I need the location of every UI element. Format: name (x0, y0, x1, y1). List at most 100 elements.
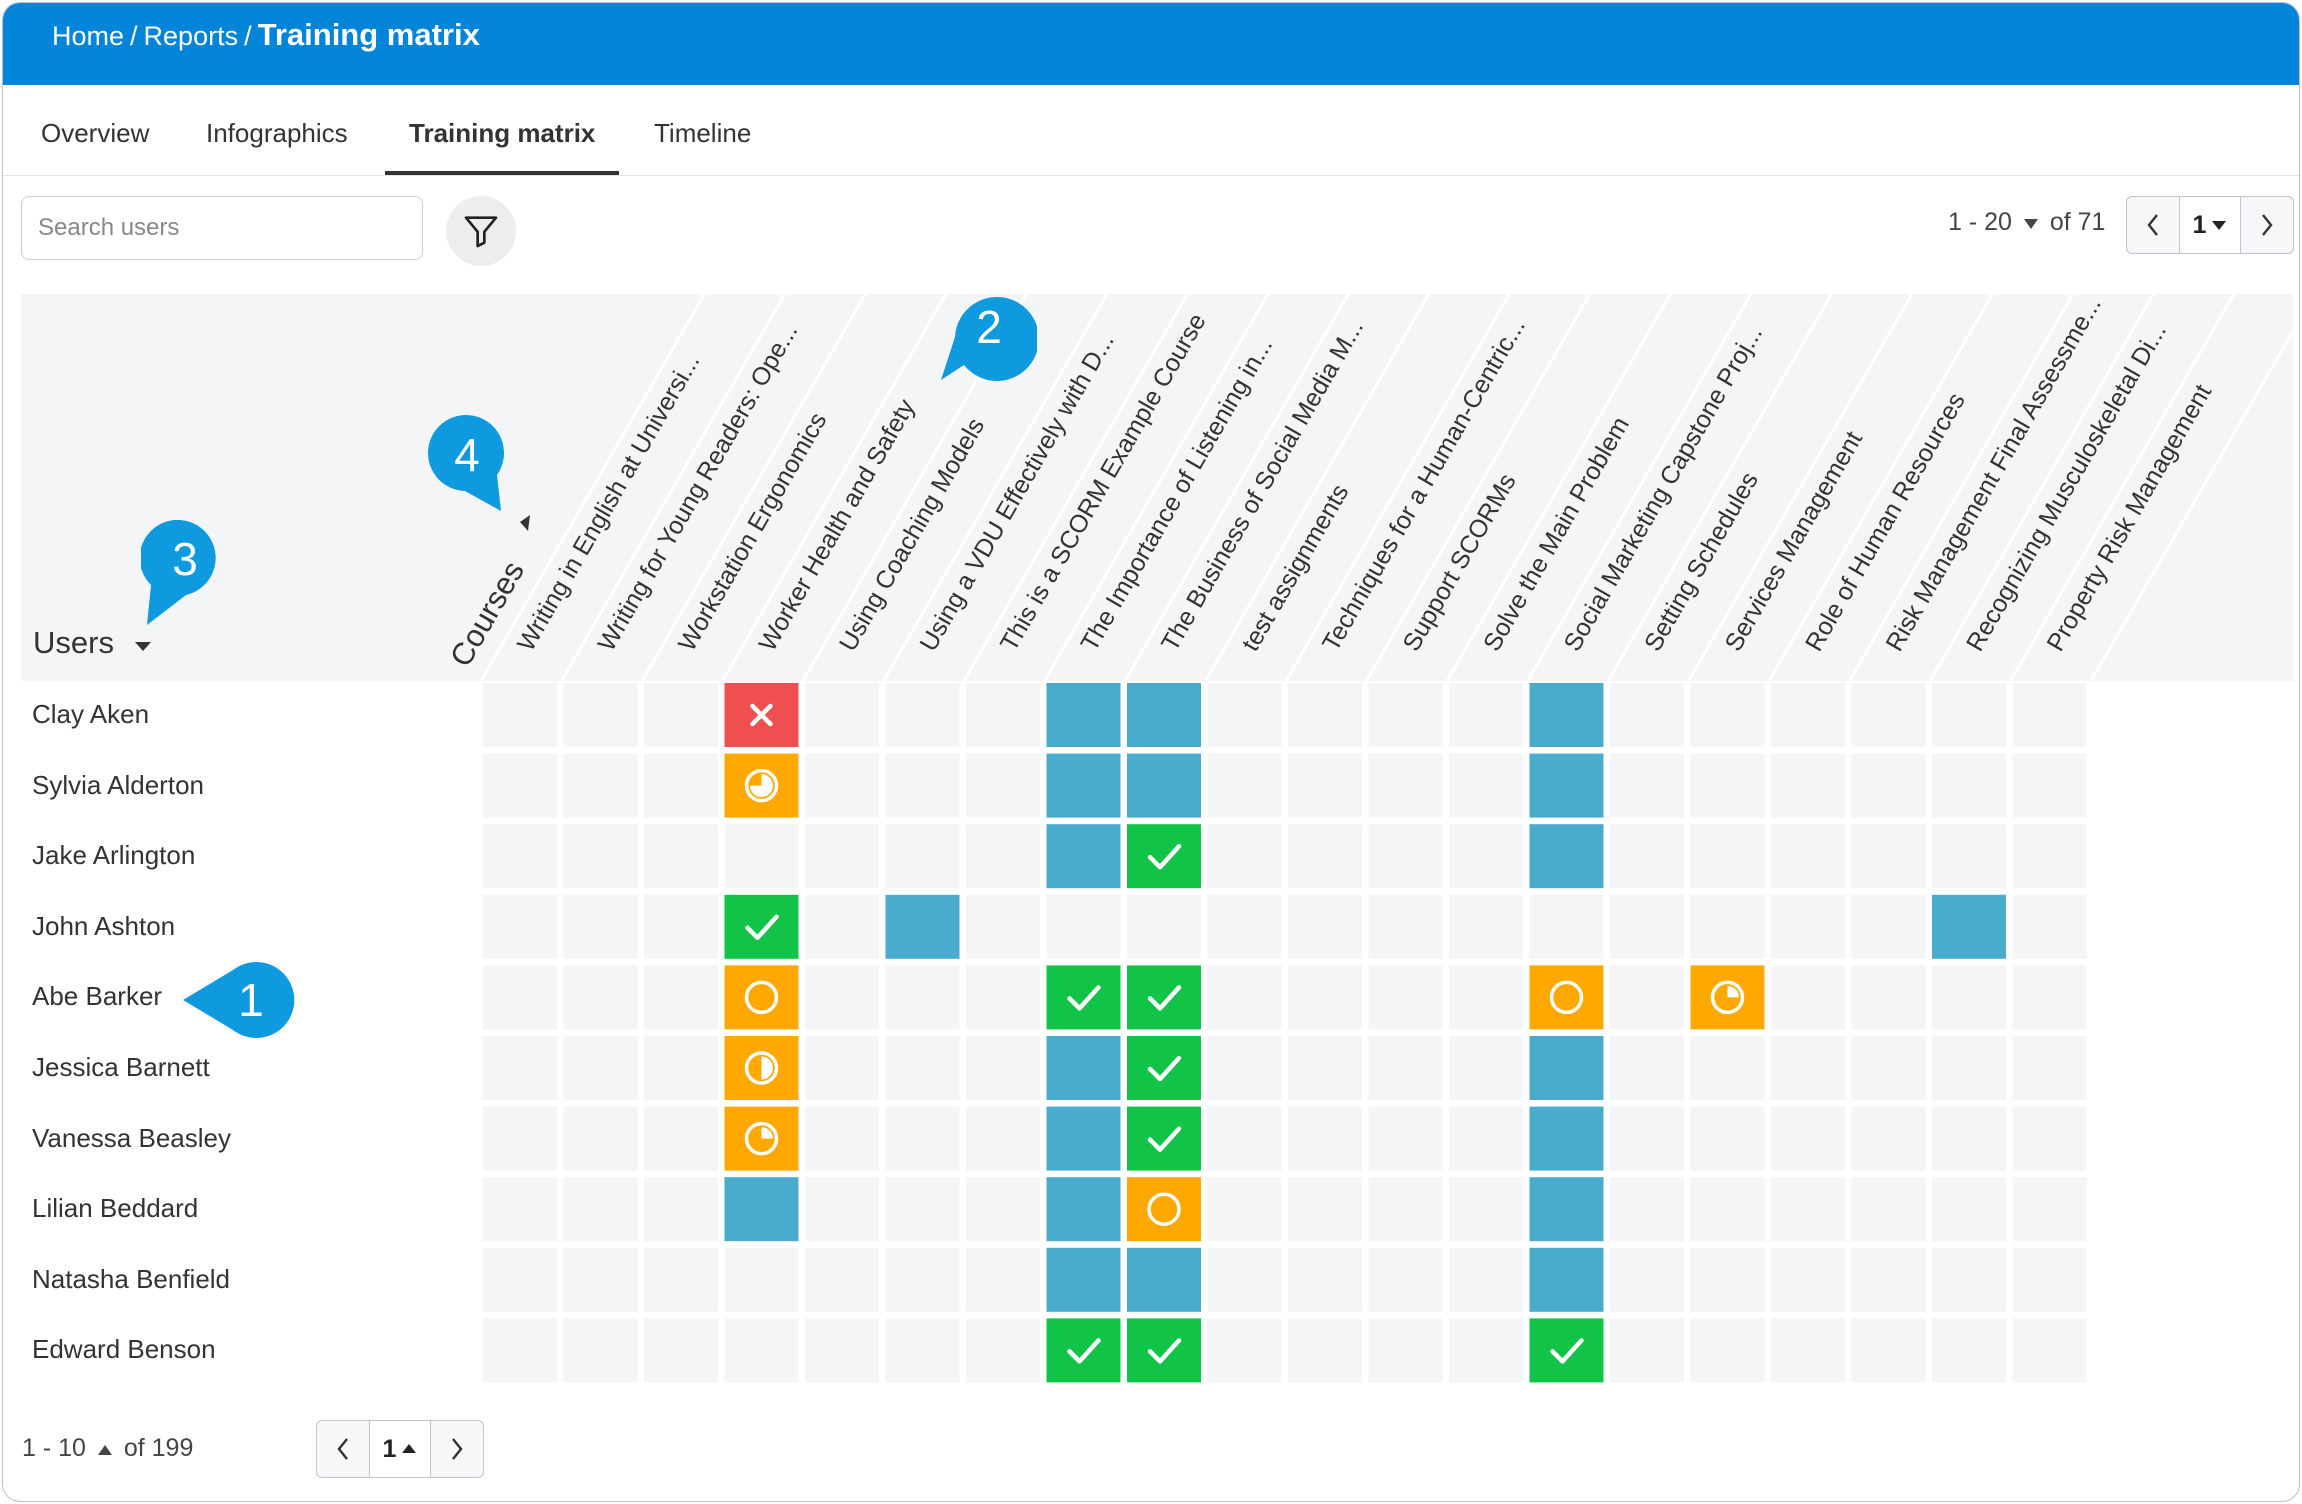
matrix-cell (1851, 1247, 1926, 1312)
matrix-cell[interactable] (1690, 965, 1765, 1030)
search-users-input[interactable] (21, 196, 423, 260)
matrix-cell[interactable] (1529, 1247, 1604, 1312)
matrix-cell[interactable] (1529, 1106, 1604, 1171)
matrix-cell[interactable] (1529, 1036, 1604, 1100)
tab-training-matrix[interactable]: Training matrix (385, 85, 620, 175)
matrix-cell[interactable] (724, 965, 799, 1030)
matrix-cell[interactable] (1127, 753, 1201, 818)
matrix-cell (2012, 1247, 2087, 1312)
matrix-cell[interactable] (1046, 1036, 1121, 1100)
range-text: 1 - 20 (1948, 208, 2012, 236)
matrix-cell (1207, 1177, 1282, 1242)
matrix-cell[interactable] (1529, 753, 1604, 818)
next-page-button[interactable] (431, 1421, 483, 1477)
matrix-cell (966, 1036, 1040, 1100)
matrix-cell (483, 753, 557, 818)
matrix-cell[interactable] (1046, 1106, 1121, 1171)
user-name[interactable]: Natasha Benfield (32, 1263, 231, 1294)
matrix-cell (1368, 1318, 1443, 1383)
matrix-cell[interactable] (724, 683, 799, 747)
course-column-divider (1767, 293, 1994, 682)
matrix-cell (1449, 965, 1523, 1030)
progress-ring-icon (1710, 980, 1745, 1015)
user-name[interactable]: Jake Arlington (32, 840, 196, 871)
matrix-cell[interactable] (1529, 1318, 1604, 1383)
matrix-cell (1368, 1177, 1443, 1242)
matrix-cell[interactable] (724, 1036, 799, 1100)
page-select[interactable]: 1 (2179, 197, 2241, 253)
user-name[interactable]: Vanessa Beasley (32, 1122, 231, 1153)
next-page-button[interactable] (2241, 197, 2293, 253)
filter-button[interactable] (446, 196, 516, 266)
prev-page-button[interactable] (317, 1421, 369, 1477)
matrix-cell[interactable] (1127, 1036, 1201, 1100)
matrix-cell[interactable] (1046, 1177, 1121, 1242)
user-name[interactable]: Clay Aken (32, 699, 150, 729)
matrix-cell (1690, 1318, 1765, 1383)
tab-infographics[interactable]: Infographics (206, 118, 348, 148)
matrix-cell (1771, 1318, 1845, 1383)
matrix-cell[interactable] (1529, 1177, 1604, 1242)
chevron-left-icon (2147, 214, 2158, 236)
matrix-cell[interactable] (1127, 965, 1201, 1030)
matrix-cell[interactable] (1529, 683, 1604, 747)
matrix-cell[interactable] (1046, 753, 1121, 818)
matrix-cell (1690, 1177, 1765, 1242)
matrix-cell[interactable] (1127, 683, 1201, 747)
course-column-divider (2009, 293, 2236, 682)
user-name[interactable]: John Ashton (32, 910, 176, 941)
user-name[interactable]: Sylvia Alderton (32, 769, 204, 800)
matrix-cell (1932, 1247, 2006, 1312)
matrix-cell[interactable] (724, 753, 799, 818)
matrix-cell[interactable] (1127, 1247, 1201, 1312)
matrix-cell[interactable] (1127, 1106, 1201, 1171)
courses-sort-caret-icon[interactable] (516, 513, 534, 533)
callout-number: 3 (172, 533, 198, 585)
matrix-cell (563, 965, 638, 1030)
matrix-cell (483, 965, 557, 1030)
matrix-cell[interactable] (1046, 824, 1121, 889)
users-sort-header[interactable]: Users (33, 625, 153, 661)
user-name[interactable]: Edward Benson (32, 1334, 216, 1365)
chevron-right-icon (2262, 214, 2273, 236)
user-name[interactable]: Lilian Beddard (32, 1193, 199, 1224)
matrix-cell (1690, 683, 1765, 747)
tab-timeline[interactable]: Timeline (654, 118, 752, 148)
matrix-cell (966, 824, 1040, 889)
breadcrumb-separator: / (244, 21, 252, 51)
matrix-cell[interactable] (1529, 824, 1604, 889)
matrix-cell (1771, 894, 1845, 959)
matrix-cell[interactable] (1046, 683, 1121, 747)
chevron-right-icon (452, 1438, 463, 1460)
matrix-cell[interactable] (1127, 824, 1201, 889)
matrix-cell[interactable] (1046, 1247, 1121, 1312)
matrix-cell[interactable] (724, 894, 799, 959)
matrix-cell[interactable] (1127, 1177, 1201, 1242)
matrix-cell[interactable] (1046, 965, 1121, 1030)
user-name[interactable]: Abe Barker (32, 981, 163, 1012)
prev-page-button[interactable] (2127, 197, 2179, 253)
tab-overview[interactable]: Overview (41, 118, 150, 148)
matrix-cell (885, 1318, 960, 1383)
matrix-cell (1207, 824, 1282, 889)
matrix-cell[interactable] (724, 1177, 799, 1242)
courses-page-size-selector[interactable]: 1 - 10 of 199 (22, 1434, 193, 1463)
progress-ring-icon (744, 1051, 779, 1085)
matrix-cell (2012, 894, 2087, 959)
matrix-cell[interactable] (1932, 894, 2006, 959)
breadcrumb-reports[interactable]: Reports (143, 21, 239, 51)
matrix-cell[interactable] (885, 894, 960, 959)
matrix-cell (805, 894, 879, 959)
matrix-cell[interactable] (1529, 965, 1604, 1030)
page-select[interactable]: 1 (369, 1421, 431, 1477)
matrix-cell (1610, 894, 1684, 959)
matrix-cell[interactable] (1127, 1318, 1201, 1383)
matrix-cell[interactable] (1046, 1318, 1121, 1383)
breadcrumb-home[interactable]: Home (52, 21, 125, 51)
matrix-cell[interactable] (724, 1106, 799, 1171)
matrix-cell (966, 965, 1040, 1030)
users-page-size-selector[interactable]: 1 - 20 of 71 (1948, 208, 2105, 237)
user-name[interactable]: Jessica Barnett (32, 1052, 210, 1082)
matrix-cell (1368, 753, 1443, 818)
